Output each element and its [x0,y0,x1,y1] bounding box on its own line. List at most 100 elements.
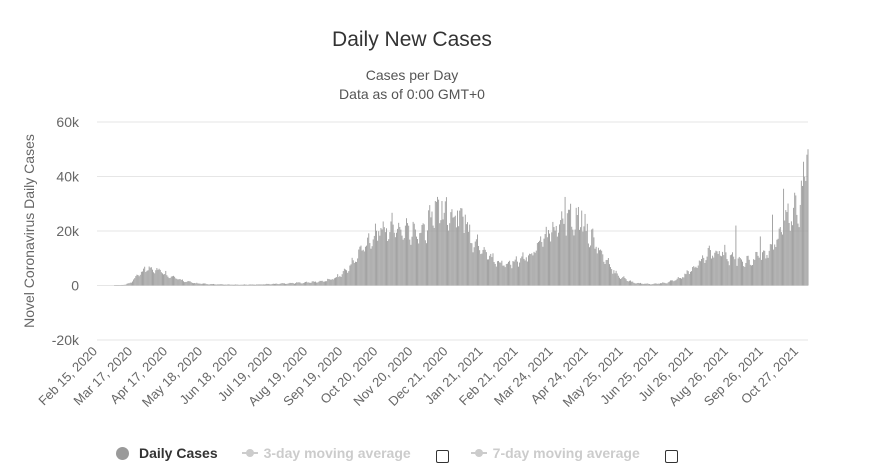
bar[interactable] [241,284,243,286]
bar[interactable] [613,270,615,286]
bar[interactable] [614,273,616,286]
bar[interactable] [583,226,585,286]
bar[interactable] [535,250,537,286]
bar[interactable] [707,248,709,286]
bar[interactable] [345,269,346,286]
bar[interactable] [770,244,772,286]
bar[interactable] [221,284,223,286]
bar[interactable] [286,283,288,286]
bar[interactable] [474,241,476,286]
bar[interactable] [780,232,782,286]
bar[interactable] [393,232,395,286]
bar[interactable] [592,228,594,286]
bar[interactable] [786,212,788,286]
bar[interactable] [424,240,426,286]
bar[interactable] [262,284,264,286]
bar[interactable] [569,209,570,286]
bar[interactable] [736,265,738,286]
bar[interactable] [509,260,511,286]
bar[interactable] [646,283,648,286]
bar[interactable] [612,273,614,286]
bar[interactable] [514,259,516,286]
bar[interactable] [757,255,759,286]
bar[interactable] [793,207,795,286]
bar[interactable] [315,281,316,286]
bar[interactable] [714,252,716,286]
bar[interactable] [502,265,504,286]
bar[interactable] [658,283,660,286]
bar[interactable] [260,284,262,286]
bar[interactable] [634,283,636,286]
bar[interactable] [425,243,427,286]
bar[interactable] [473,247,475,286]
bar[interactable] [316,282,318,286]
bar[interactable] [279,283,281,286]
bar[interactable] [140,271,142,286]
bar[interactable] [490,253,492,286]
bar[interactable] [589,247,590,286]
bar[interactable] [407,223,409,286]
bar[interactable] [516,261,518,286]
bar[interactable] [337,274,339,286]
bar[interactable] [604,264,606,286]
bar[interactable] [482,249,484,286]
bar[interactable] [307,282,309,286]
bar[interactable] [687,271,689,286]
bar[interactable] [146,270,148,286]
bar[interactable] [744,266,746,286]
bar[interactable] [306,281,308,286]
bar[interactable] [358,249,360,286]
bar[interactable] [521,256,523,286]
bar[interactable] [623,276,625,286]
bar[interactable] [368,233,370,286]
bar[interactable] [125,284,127,286]
bar[interactable] [585,231,587,286]
bar[interactable] [180,279,182,286]
bar[interactable] [257,284,259,286]
bar[interactable] [727,261,729,286]
bar[interactable] [799,204,801,286]
bar[interactable] [733,256,735,286]
bar[interactable] [702,255,704,286]
bar[interactable] [587,243,589,286]
bar[interactable] [429,205,431,286]
bar[interactable] [654,283,656,286]
bar[interactable] [488,259,489,286]
bar[interactable] [203,283,204,286]
bar[interactable] [729,255,731,286]
bar[interactable] [181,279,183,286]
bar[interactable] [346,270,348,286]
bar[interactable] [459,210,461,286]
bar[interactable] [694,267,696,286]
bar[interactable] [673,281,675,286]
bar[interactable] [290,283,292,286]
bar[interactable] [581,210,583,286]
legend-checkbox-7-day-average[interactable] [664,449,678,463]
bar[interactable] [723,255,725,286]
bar[interactable] [574,229,576,286]
bar[interactable] [538,242,539,286]
bar[interactable] [211,284,213,286]
bar[interactable] [268,283,270,286]
bar[interactable] [601,250,603,286]
bar[interactable] [552,221,554,286]
bar[interactable] [274,283,275,286]
bar[interactable] [299,282,301,286]
bar[interactable] [136,274,138,286]
bar[interactable] [296,282,298,286]
bar[interactable] [163,274,164,286]
bar[interactable] [760,259,762,286]
bar[interactable] [478,245,480,286]
bar[interactable] [143,268,145,286]
bar[interactable] [338,276,340,286]
bar[interactable] [217,284,219,286]
bar[interactable] [287,283,289,286]
bar[interactable] [303,282,305,286]
bar[interactable] [448,230,450,286]
bar[interactable] [298,282,300,286]
bar[interactable] [627,281,629,286]
bar[interactable] [792,225,793,286]
bar[interactable] [776,239,778,286]
bar[interactable] [438,199,440,286]
bar[interactable] [701,258,702,286]
